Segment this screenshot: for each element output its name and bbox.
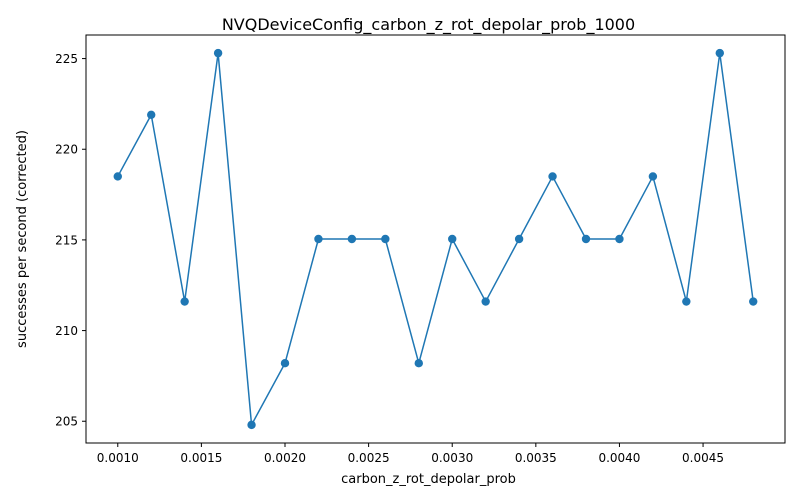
x-tick-label: 0.0045 <box>682 451 724 465</box>
data-point <box>682 297 691 306</box>
y-tick-label: 210 <box>55 324 78 338</box>
y-tick-label: 220 <box>55 143 78 157</box>
series-line <box>117 52 754 426</box>
data-point <box>147 110 156 119</box>
data-point <box>213 48 223 58</box>
data-point <box>581 234 591 244</box>
x-tick-label: 0.0030 <box>431 451 473 465</box>
data-point <box>715 48 724 58</box>
x-tick-label: 0.0035 <box>515 451 557 465</box>
x-tick-label: 0.0015 <box>180 451 222 465</box>
data-point <box>113 172 122 181</box>
data-point <box>381 234 390 244</box>
data-point <box>180 297 189 306</box>
x-axis-ticks: 0.0010 0.0015 0.0020 0.0025 0.0030 0.0035 0.00… <box>97 443 724 465</box>
y-tick-label: 215 <box>55 233 78 247</box>
data-point <box>314 234 323 244</box>
plot-area: 0.0010 0.0015 0.0020 0.0025 0.0030 0.0035 0.00… <box>55 34 786 465</box>
data-point <box>548 172 557 181</box>
series-layer <box>113 48 758 430</box>
data-point <box>615 234 624 244</box>
x-tick-label: 0.0025 <box>348 451 390 465</box>
y-axis-ticks: 205 210 215 220 225 <box>55 52 86 429</box>
x-axis-label: carbon_z_rot_depolar_prob <box>341 472 516 487</box>
y-tick-label: 205 <box>55 415 78 429</box>
data-point <box>448 234 457 244</box>
data-point <box>648 172 658 181</box>
data-point <box>280 359 290 368</box>
data-point <box>749 297 758 306</box>
y-axis-label: successes per second (corrected) <box>15 130 30 348</box>
x-tick-label: 0.0010 <box>97 451 139 465</box>
x-tick-label: 0.0020 <box>264 451 306 465</box>
y-tick-label: 225 <box>55 52 78 66</box>
data-point <box>347 234 357 244</box>
data-point <box>414 359 423 368</box>
data-point <box>247 420 256 430</box>
x-tick-label: 0.0040 <box>598 451 640 465</box>
data-point <box>481 297 490 306</box>
data-point <box>514 234 524 244</box>
chart-title: NVQDeviceConfig_carbon_z_rot_depolar_pro… <box>222 15 635 35</box>
plot-frame <box>85 34 786 444</box>
